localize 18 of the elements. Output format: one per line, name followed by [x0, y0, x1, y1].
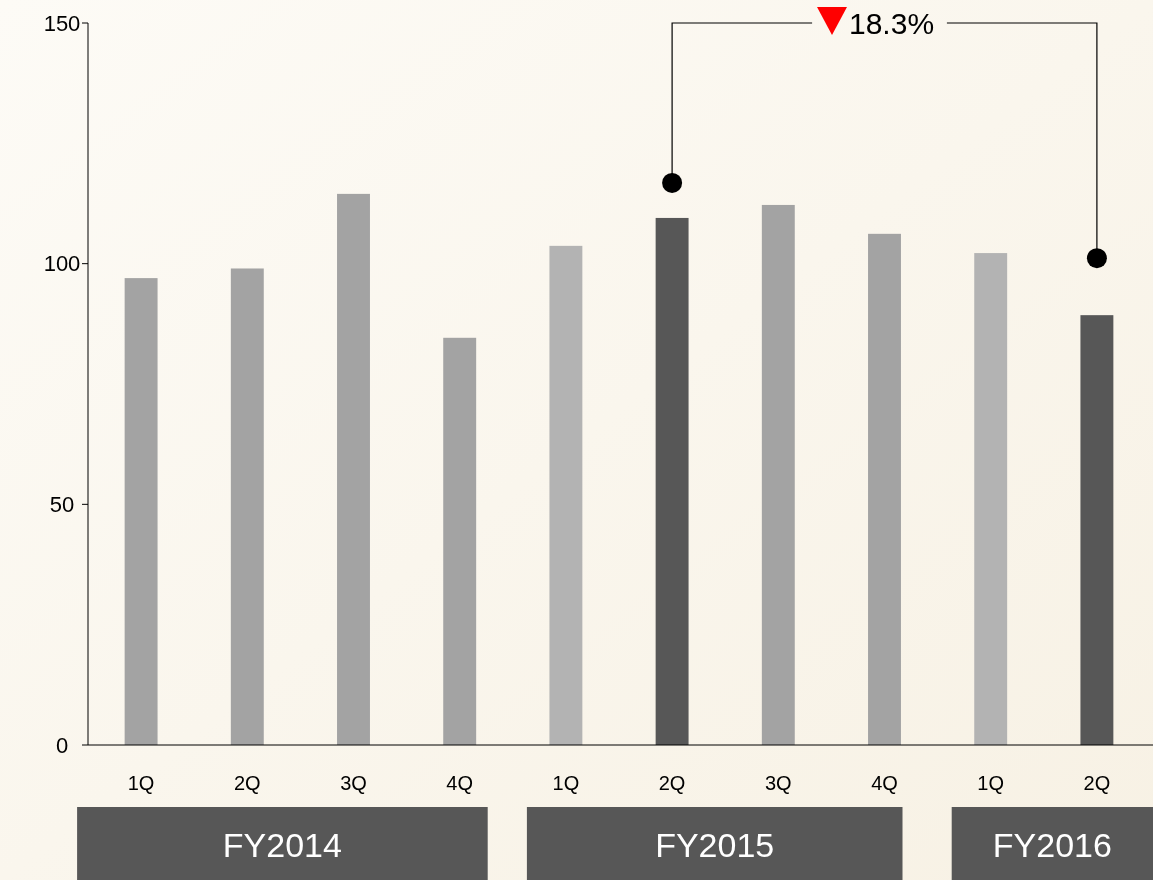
- y-tick-label: 100: [43, 251, 81, 277]
- label-box: FY2014: [77, 807, 488, 880]
- y-tick-label: 50: [49, 491, 75, 517]
- x-tick-label: 4Q: [871, 772, 898, 794]
- x-tick-label: 1Q: [552, 772, 580, 794]
- x-tick-label: 1Q: [127, 772, 155, 794]
- x-tick-label: 3Q: [340, 772, 367, 794]
- x-tick-label: 4Q: [446, 772, 474, 794]
- x-tick-label: 2Q: [1083, 772, 1111, 794]
- x-tick-label: 2Q: [658, 772, 686, 794]
- label-box: FY2015: [526, 807, 903, 880]
- x-tick-label: 3Q: [764, 772, 792, 794]
- y-tick-label: 0: [55, 732, 69, 758]
- x-tick-label: 1Q: [977, 772, 1005, 794]
- y-tick-label: 150: [43, 10, 81, 36]
- x-tick-label: 2Q: [233, 772, 261, 794]
- annotation: 18.3%: [849, 6, 935, 40]
- label-box: FY2016: [951, 807, 1153, 880]
